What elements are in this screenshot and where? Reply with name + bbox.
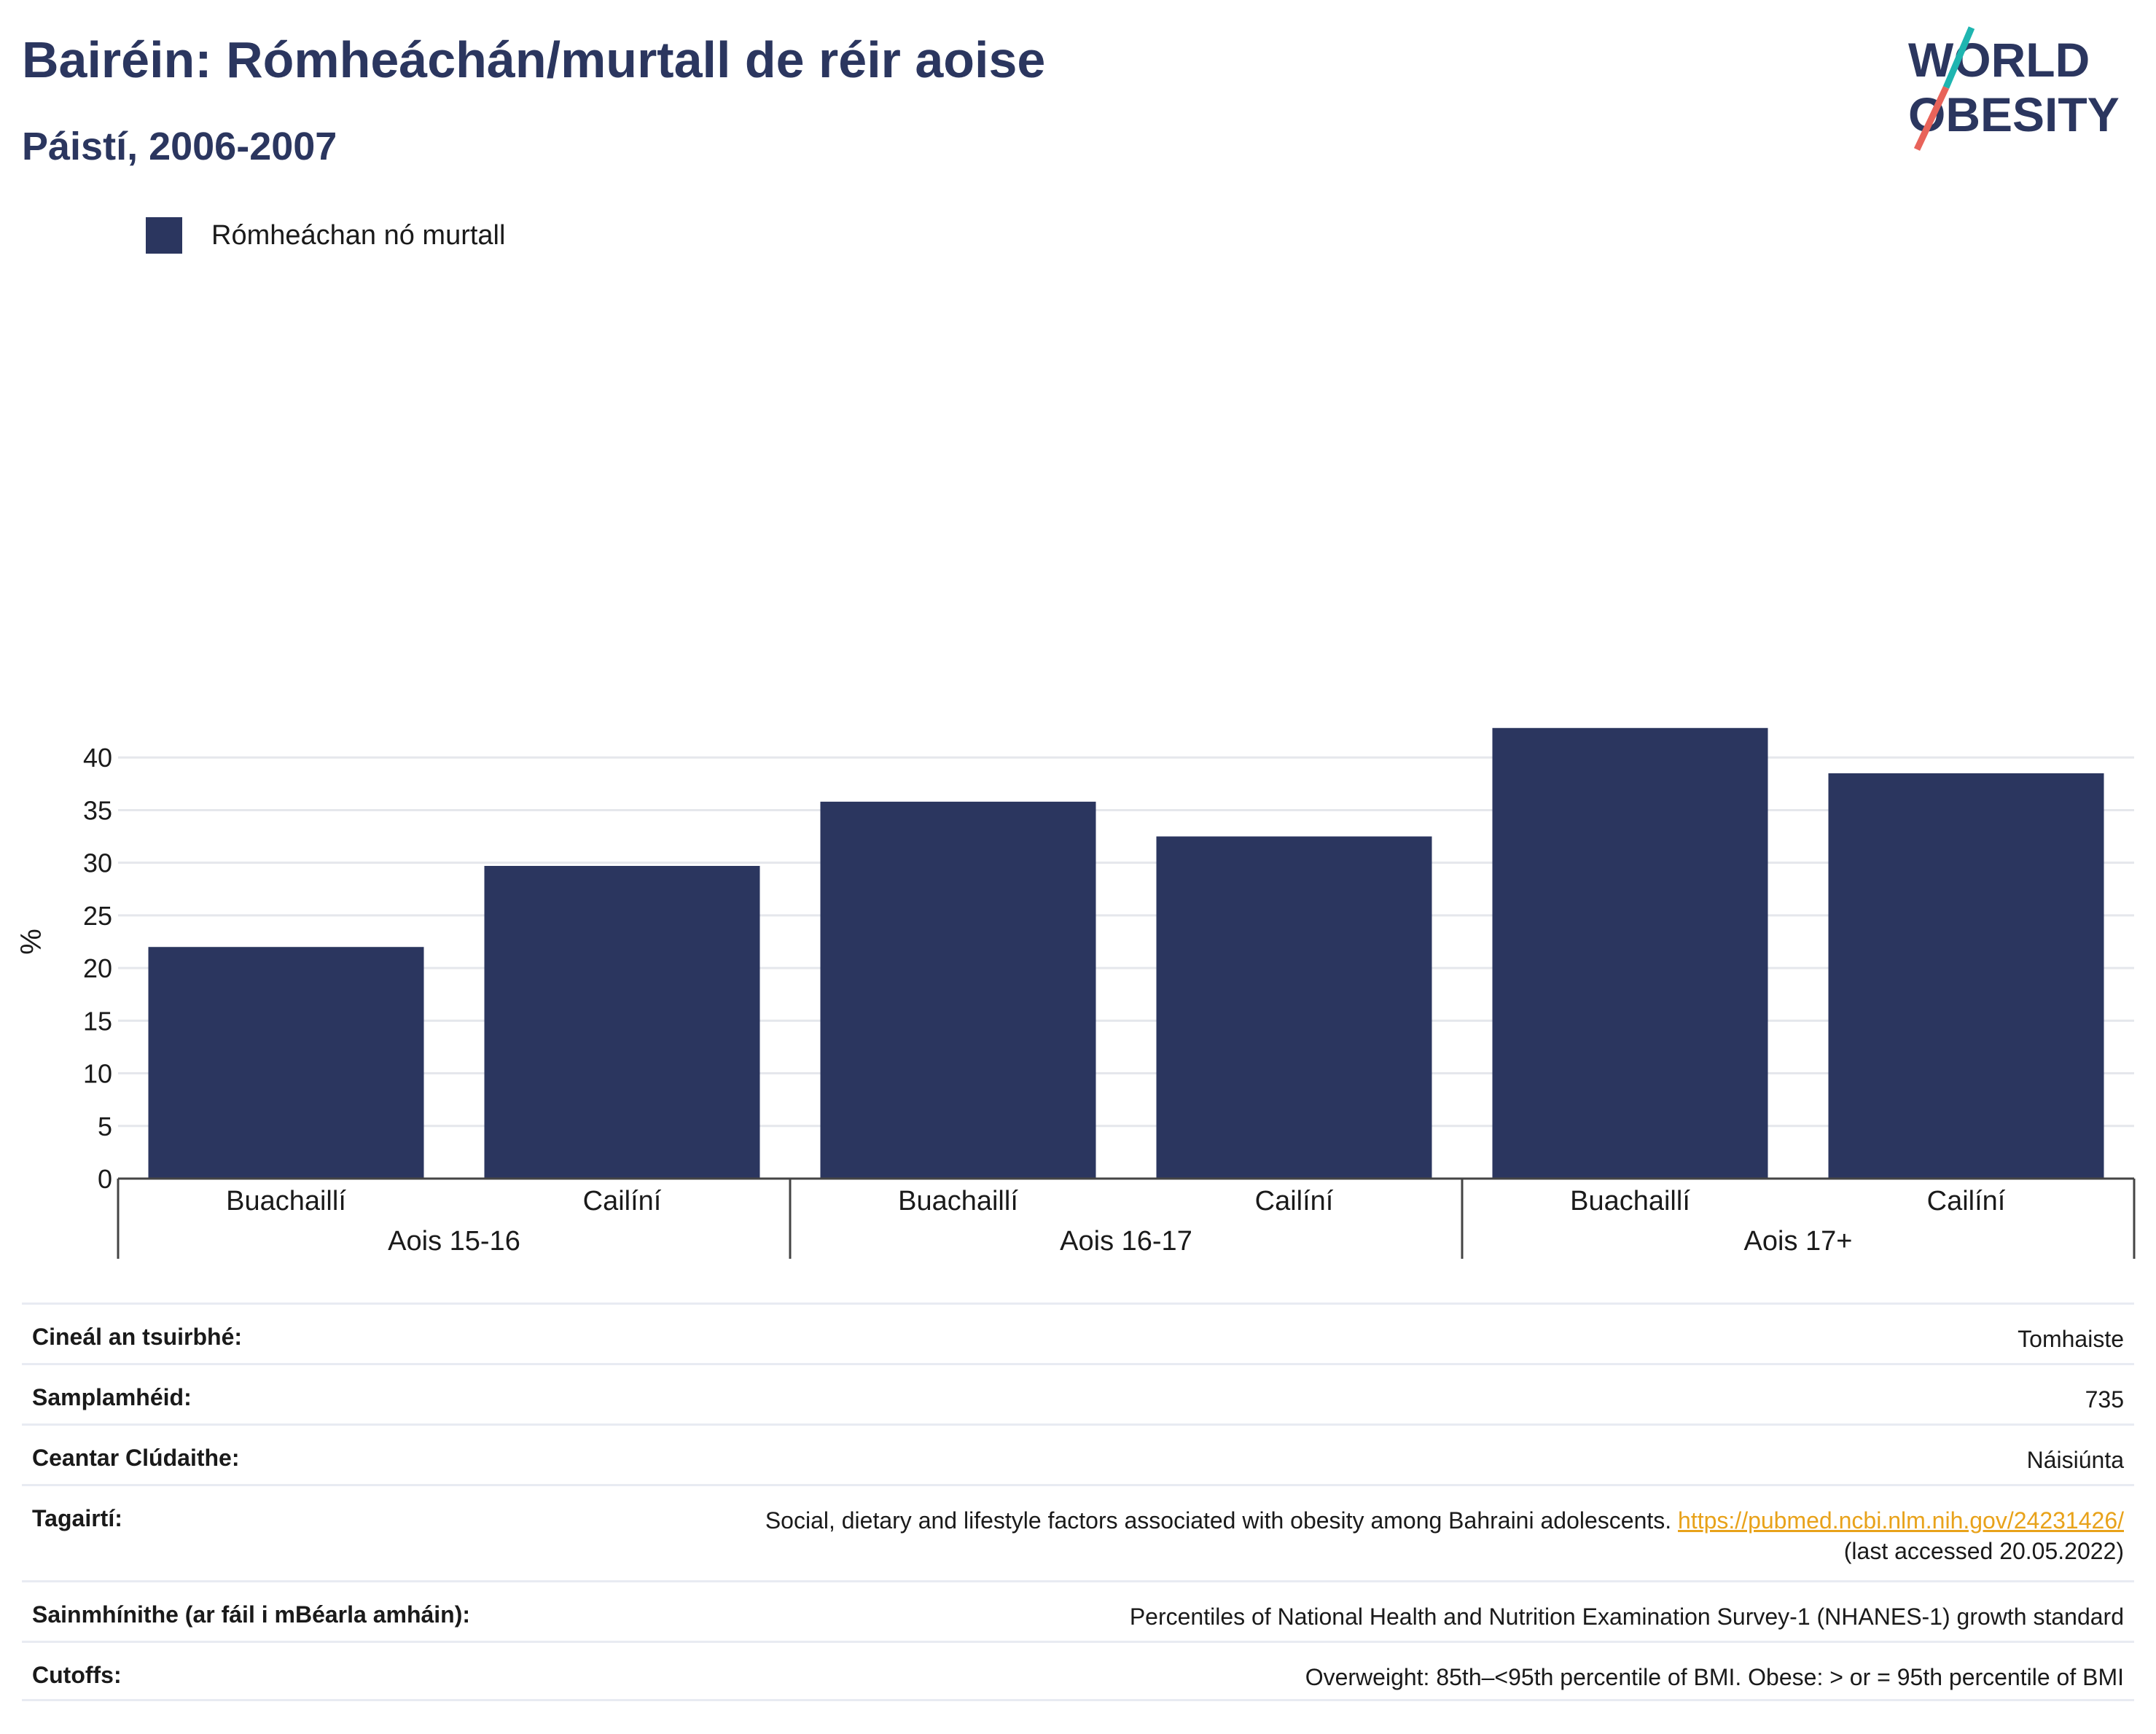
- meta-key: Samplamhéid:: [32, 1384, 192, 1410]
- x-category-label: Cailíní: [1927, 1186, 2006, 1216]
- y-tick-label: 5: [98, 1112, 112, 1141]
- y-tick-label: 40: [83, 743, 112, 773]
- bar: [1828, 773, 2104, 1179]
- meta-row-references: Tagairtí: Social, dietary and lifestyle …: [22, 1484, 2134, 1580]
- bar: [1492, 727, 1768, 1179]
- meta-row-area-covered: Ceantar Clúdaithe: Náisiúnta: [22, 1423, 2134, 1484]
- meta-row-definitions: Sainmhínithe (ar fáil i mBéarla amháin):…: [22, 1580, 2134, 1641]
- world-obesity-logo: WORLD OBESITY: [1908, 26, 2120, 151]
- reference-text: Social, dietary and lifestyle factors as…: [765, 1507, 1672, 1534]
- meta-value: 735: [2085, 1386, 2124, 1413]
- legend-label: Rómheáchan nó murtall: [211, 219, 506, 251]
- x-category-label: Buachaillí: [1570, 1186, 1690, 1216]
- meta-key: Tagairtí:: [32, 1505, 122, 1531]
- meta-value: Náisiúnta: [2026, 1447, 2124, 1473]
- x-group-label: Aois 16-17: [1060, 1226, 1192, 1257]
- y-tick-label: 15: [83, 1006, 112, 1036]
- y-tick-label: 30: [83, 848, 112, 878]
- legend: Rómheáchan nó murtall: [146, 217, 505, 254]
- metadata-table: Cineál an tsuirbhé: Tomhaiste Samplamhéi…: [22, 1303, 2134, 1701]
- meta-row-cutoffs: Cutoffs: Overweight: 85th–<95th percenti…: [22, 1641, 2134, 1701]
- bar: [148, 947, 424, 1179]
- meta-value: Overweight: 85th–<95th percentile of BMI…: [1305, 1664, 2124, 1690]
- meta-key: Ceantar Clúdaithe:: [32, 1445, 240, 1471]
- meta-value: Percentiles of National Health and Nutri…: [1129, 1604, 2124, 1630]
- reference-link[interactable]: https://pubmed.ncbi.nlm.nih.gov/24231426…: [1678, 1507, 2124, 1534]
- x-category-label: Cailíní: [1255, 1186, 1334, 1216]
- meta-key: Cineál an tsuirbhé:: [32, 1324, 243, 1350]
- x-category-label: Buachaillí: [898, 1186, 1018, 1216]
- x-category-label: Cailíní: [583, 1186, 662, 1216]
- y-axis-label: %: [15, 929, 47, 955]
- y-tick-label: 35: [83, 795, 112, 825]
- x-category-label: Buachaillí: [226, 1186, 346, 1216]
- page-subtitle: Páistí, 2006-2007: [22, 125, 337, 168]
- reference-accessed: (last accessed 20.05.2022): [1843, 1538, 2124, 1564]
- x-group-label: Aois 17+: [1744, 1226, 1853, 1257]
- meta-value: Social, dietary and lifestyle factors as…: [765, 1505, 2124, 1566]
- meta-key: Sainmhínithe (ar fáil i mBéarla amháin):: [32, 1601, 471, 1628]
- bar: [484, 866, 760, 1179]
- meta-key: Cutoffs:: [32, 1662, 122, 1688]
- bar: [1156, 836, 1432, 1179]
- y-tick-label: 0: [98, 1164, 112, 1194]
- meta-row-survey-type: Cineál an tsuirbhé: Tomhaiste: [22, 1303, 2134, 1363]
- page-title: Bairéin: Rómheáchán/murtall de réir aois…: [22, 31, 1046, 88]
- x-group-label: Aois 15-16: [388, 1226, 520, 1257]
- y-tick-label: 20: [83, 953, 112, 983]
- meta-row-sample-size: Samplamhéid: 735: [22, 1363, 2134, 1423]
- svg-text:WORLD: WORLD: [1908, 33, 2090, 87]
- y-tick-label: 25: [83, 901, 112, 931]
- bar-chart: 0 5 10 15 20 25 30 35 40% Buachaillí Cailíní Aois 1…: [15, 727, 2136, 1259]
- bar: [820, 801, 1096, 1179]
- legend-swatch: [146, 217, 182, 254]
- y-tick-label: 10: [83, 1059, 112, 1089]
- meta-value: Tomhaiste: [2018, 1326, 2124, 1352]
